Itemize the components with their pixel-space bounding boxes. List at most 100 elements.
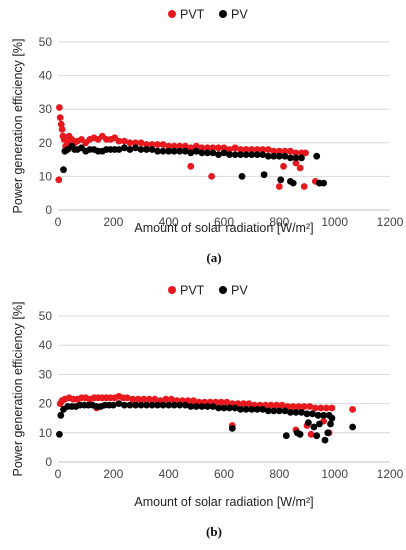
panel-caption: (b) — [206, 524, 222, 539]
data-point-pvt — [55, 176, 63, 184]
data-point-pvt — [311, 404, 319, 412]
y-tick-label: 30 — [39, 102, 53, 116]
data-point-pvt — [192, 142, 200, 150]
legend-marker-pv — [219, 10, 227, 18]
data-point-pv — [176, 401, 184, 409]
data-point-pv — [303, 410, 311, 418]
data-point-pvt — [231, 144, 239, 152]
data-point-pv — [192, 147, 200, 155]
y-tick-label: 20 — [39, 136, 53, 150]
data-point-pvt — [56, 104, 63, 111]
data-point-pvt — [215, 144, 222, 152]
data-point-pv — [275, 152, 283, 160]
data-point-pvt — [132, 139, 139, 147]
data-point-pvt — [295, 403, 303, 410]
y-axis-title: Power generation efficiency [%] — [11, 302, 25, 477]
data-point-pv — [281, 152, 289, 160]
data-point-pvt — [187, 162, 195, 170]
data-point-pvt — [148, 141, 156, 148]
data-point-pv — [115, 146, 123, 153]
data-point-pvt — [126, 139, 134, 147]
data-point-pv — [349, 423, 356, 431]
data-point-pvt — [248, 146, 256, 153]
data-point-pv — [109, 401, 117, 409]
data-point-pvt — [143, 141, 150, 148]
data-point-pvt — [140, 395, 148, 403]
data-point-pv — [226, 404, 233, 412]
data-point-pv — [314, 411, 322, 419]
data-point-pv — [137, 401, 145, 409]
data-point-pvt — [289, 403, 297, 410]
x-tick-label: 1200 — [377, 467, 404, 481]
data-point-pvt — [121, 137, 128, 145]
data-point-pvt — [145, 395, 153, 403]
data-point-pv — [170, 147, 178, 155]
data-point-pv — [56, 430, 63, 438]
data-point-pvt — [223, 398, 231, 406]
data-point-pv — [126, 401, 134, 409]
data-point-pvt — [302, 149, 309, 157]
data-point-pv — [231, 404, 239, 412]
data-point-pv — [292, 154, 300, 162]
data-point-pvt — [56, 114, 64, 121]
data-point-pvt — [209, 144, 217, 152]
data-point-pvt — [162, 395, 170, 403]
data-point-pv — [292, 409, 300, 416]
x-tick-label: 800 — [269, 467, 289, 481]
data-point-pvt — [115, 137, 123, 145]
data-point-pv — [281, 407, 289, 415]
data-point-pv — [121, 144, 128, 152]
data-point-pv — [231, 151, 239, 159]
data-point-pv — [238, 173, 246, 180]
data-point-pv — [132, 401, 139, 409]
data-point-pv — [209, 149, 217, 157]
data-point-pv — [316, 420, 323, 428]
data-point-pv — [321, 436, 329, 444]
data-point-pv — [165, 401, 173, 409]
data-point-pvt — [198, 144, 206, 152]
data-point-pv — [204, 149, 211, 157]
data-point-pv — [253, 406, 261, 413]
data-point-pv — [159, 401, 167, 409]
y-tick-label: 20 — [39, 397, 53, 411]
data-point-pvt — [217, 398, 225, 406]
data-point-pvt — [151, 395, 159, 403]
data-point-pv — [253, 151, 261, 159]
x-tick-label: 1000 — [321, 215, 348, 229]
data-point-pv — [287, 154, 294, 162]
panel-caption: (a) — [206, 250, 221, 265]
data-point-pv — [259, 151, 267, 159]
data-point-pv — [176, 147, 184, 155]
data-point-pv — [154, 401, 162, 409]
legend-marker-pv — [219, 286, 227, 294]
data-point-pvt — [208, 173, 216, 180]
data-point-pv — [313, 152, 321, 160]
data-point-pvt — [242, 146, 250, 153]
data-point-pv — [296, 430, 304, 438]
data-point-pv — [320, 179, 327, 187]
x-tick-label: 200 — [103, 467, 123, 481]
data-point-pvt — [58, 125, 66, 133]
data-point-pv — [121, 401, 128, 409]
data-point-pv — [287, 409, 294, 416]
data-point-pv — [270, 152, 278, 160]
data-point-pv — [187, 149, 195, 157]
data-point-pvt — [226, 146, 233, 153]
data-point-pv — [148, 146, 156, 153]
data-point-pvt — [278, 401, 286, 409]
y-tick-label: 10 — [39, 169, 53, 183]
data-point-pvt — [270, 147, 278, 155]
data-point-pv — [248, 151, 256, 159]
data-point-pv — [198, 149, 206, 157]
data-point-pvt — [273, 401, 280, 409]
data-point-pv — [215, 151, 222, 159]
data-point-pv — [260, 171, 268, 179]
x-axis-title: Amount of solar radiation [W/m²] — [134, 495, 313, 509]
data-point-pv — [228, 425, 236, 432]
data-point-pvt — [245, 400, 253, 407]
legend-label-pvt: PVT — [180, 8, 205, 22]
data-point-pvt — [300, 183, 308, 190]
data-point-pvt — [159, 141, 167, 148]
legend: PVT PV — [168, 284, 248, 298]
x-tick-label: 1200 — [377, 215, 404, 229]
